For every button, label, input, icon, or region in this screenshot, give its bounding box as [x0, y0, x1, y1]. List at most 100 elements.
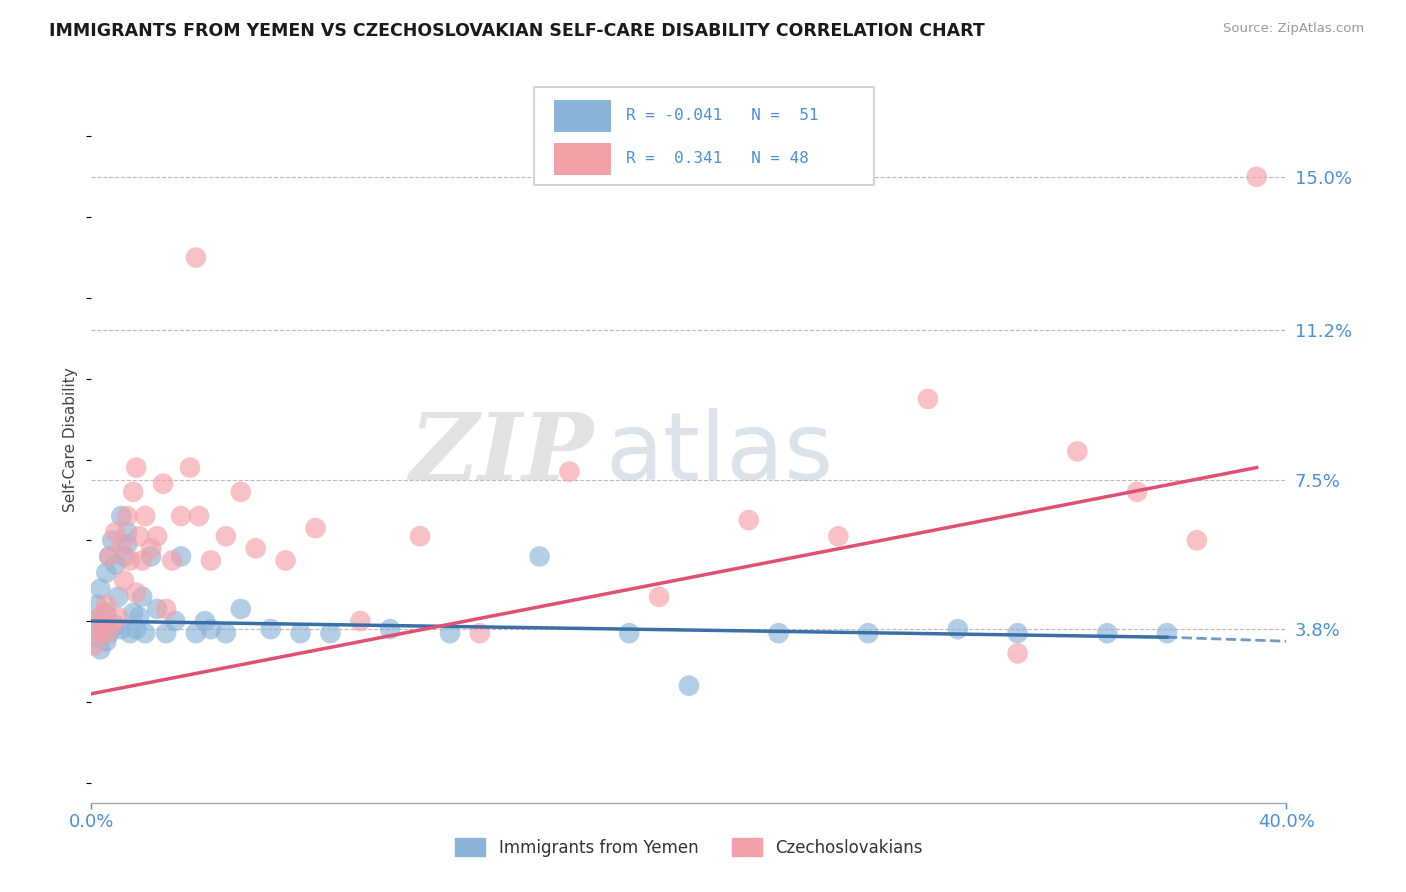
Point — [380, 622, 402, 636]
Point — [1126, 484, 1149, 499]
Point — [648, 590, 671, 604]
Point — [558, 465, 581, 479]
Point — [1097, 626, 1119, 640]
Point — [131, 553, 153, 567]
Point — [245, 541, 267, 556]
Point — [107, 590, 129, 604]
Point — [104, 618, 127, 632]
Point — [86, 614, 108, 628]
Point — [122, 606, 145, 620]
Point — [115, 537, 138, 551]
Point — [96, 626, 118, 640]
Point — [120, 626, 142, 640]
Point — [93, 606, 115, 620]
Point — [155, 626, 177, 640]
Point — [229, 484, 252, 499]
Point — [184, 251, 207, 265]
Point — [96, 606, 118, 620]
Point — [917, 392, 939, 406]
Point — [86, 630, 108, 644]
Point — [86, 598, 108, 612]
Point — [128, 529, 150, 543]
Point — [439, 626, 461, 640]
Point — [229, 602, 252, 616]
Point — [737, 513, 759, 527]
Point — [184, 626, 207, 640]
Point — [110, 509, 132, 524]
Point — [304, 521, 326, 535]
Point — [107, 610, 129, 624]
Point — [827, 529, 849, 543]
Point — [112, 549, 135, 564]
Point — [409, 529, 432, 543]
Point — [115, 509, 138, 524]
Point — [89, 582, 111, 596]
Point — [678, 679, 700, 693]
Point — [83, 614, 105, 628]
Point — [259, 622, 281, 636]
Point — [163, 614, 186, 628]
Point — [134, 626, 156, 640]
Point — [112, 574, 135, 588]
Point — [179, 460, 201, 475]
Point — [98, 549, 121, 564]
Point — [120, 553, 142, 567]
Point — [215, 626, 238, 640]
Point — [125, 586, 148, 600]
Point — [104, 525, 127, 540]
Point — [946, 622, 969, 636]
Point — [468, 626, 491, 640]
Point — [125, 622, 148, 636]
Point — [274, 553, 297, 567]
Point — [529, 549, 551, 564]
Point — [93, 622, 115, 636]
Point — [1185, 533, 1208, 548]
Point — [200, 553, 222, 567]
Point — [89, 642, 111, 657]
Text: Source: ZipAtlas.com: Source: ZipAtlas.com — [1223, 22, 1364, 36]
Point — [768, 626, 790, 640]
Point — [619, 626, 641, 640]
Point — [146, 529, 169, 543]
Point — [96, 634, 118, 648]
Text: atlas: atlas — [605, 408, 834, 500]
Point — [1007, 646, 1029, 660]
Point — [858, 626, 880, 640]
Y-axis label: Self-Care Disability: Self-Care Disability — [63, 367, 79, 512]
Point — [128, 610, 150, 624]
Point — [1246, 169, 1268, 184]
FancyBboxPatch shape — [554, 100, 612, 132]
Point — [122, 484, 145, 499]
Point — [83, 638, 105, 652]
Point — [146, 602, 169, 616]
Point — [96, 598, 118, 612]
Point — [152, 476, 174, 491]
Point — [131, 590, 153, 604]
Legend: Immigrants from Yemen, Czechoslovakians: Immigrants from Yemen, Czechoslovakians — [449, 831, 929, 863]
Point — [98, 549, 121, 564]
Point — [98, 626, 121, 640]
Point — [1007, 626, 1029, 640]
Point — [215, 529, 238, 543]
Text: IMMIGRANTS FROM YEMEN VS CZECHOSLOVAKIAN SELF-CARE DISABILITY CORRELATION CHART: IMMIGRANTS FROM YEMEN VS CZECHOSLOVAKIAN… — [49, 22, 986, 40]
Point — [101, 533, 124, 548]
Point — [141, 549, 163, 564]
FancyBboxPatch shape — [534, 87, 875, 185]
Text: ZIP: ZIP — [409, 409, 593, 499]
Point — [160, 553, 183, 567]
Point — [89, 626, 111, 640]
Point — [141, 541, 163, 556]
Text: R = -0.041   N =  51: R = -0.041 N = 51 — [626, 108, 818, 123]
Point — [1156, 626, 1178, 640]
Point — [319, 626, 342, 640]
Point — [125, 460, 148, 475]
Text: R =  0.341   N = 48: R = 0.341 N = 48 — [626, 151, 808, 166]
Point — [104, 558, 127, 572]
Point — [188, 509, 211, 524]
Point — [170, 549, 193, 564]
Point — [96, 566, 118, 580]
Point — [200, 622, 222, 636]
Point — [290, 626, 312, 640]
Point — [194, 614, 217, 628]
Point — [110, 537, 132, 551]
